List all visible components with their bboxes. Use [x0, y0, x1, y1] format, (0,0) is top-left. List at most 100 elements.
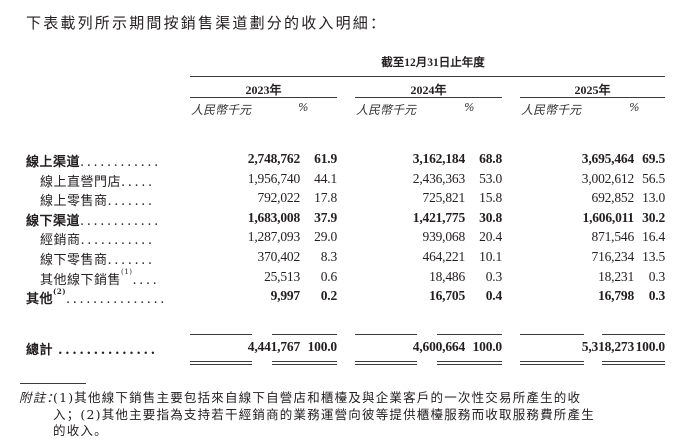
total-label: 總計 .............. [26, 343, 158, 358]
cell-2023-amount: 792,022 [257, 190, 301, 206]
total-row: 總計 .............. 4,441,767 100.0 4,600,… [0, 339, 700, 358]
footnote-ref: (1) [121, 267, 133, 276]
cell-2025-amount: 1,606,011 [582, 209, 635, 225]
leader-dots: ............... [66, 292, 168, 308]
subtotal-rule-3 [355, 334, 417, 335]
table-row: 經銷商........... 1,287,093 29.0 939,068 20.4 87… [0, 229, 700, 248]
subtotal-rule-6 [602, 334, 665, 335]
cell-2025-pct: 13.0 [642, 190, 665, 206]
cell-2024-amount: 2,436,363 [412, 170, 465, 186]
cell-2025-amount: 3,695,464 [581, 151, 634, 166]
row-label: 線上渠道............ [26, 151, 161, 170]
cell-2025-pct: 30.2 [642, 209, 665, 225]
table-row: 線下渠道............ 1,683,008 37.9 1,421,775 30… [0, 210, 700, 229]
double-rule [272, 361, 337, 362]
cell-2023-amount: 370,402 [257, 249, 301, 264]
row-label-text: 其他線下銷售 [40, 272, 122, 288]
cell-2023-pct: 0.2 [320, 288, 337, 304]
period-header: 截至12月31日止年度 [381, 57, 485, 69]
row-label: 線下渠道............ [26, 210, 161, 229]
cell-2024-pct: 68.8 [479, 151, 502, 166]
double-rule [437, 364, 502, 365]
pct-label-2023: % [298, 101, 309, 114]
row-label: 經銷商........... [40, 229, 155, 248]
cell-2023-amount: 1,956,740 [247, 170, 300, 186]
year-header-2025: 2025年 [574, 83, 611, 97]
year-rule-2023 [190, 97, 337, 98]
leader-dots: ............ [80, 155, 161, 170]
pct-label-2025: % [629, 101, 640, 114]
footnote-rule [20, 383, 86, 384]
subtotal-rule-1 [190, 334, 252, 335]
unit-label-2023: 人民幣千元 [191, 103, 252, 117]
year-rule-2024 [355, 97, 502, 98]
cell-2023-pct: 44.1 [314, 170, 337, 186]
footnote-line-3: 的收入。 [53, 423, 108, 438]
year-header-2023: 2023年 [245, 83, 282, 97]
double-rule [272, 364, 337, 365]
row-label-text: 線上渠道 [26, 155, 81, 170]
cell-2024-pct: 30.8 [479, 209, 502, 225]
table-row: 線下零售商....... 370,402 8.3 464,221 10.1 716,234… [0, 249, 700, 268]
cell-2024-pct: 10.1 [479, 249, 502, 264]
pct-label-2024: % [464, 101, 475, 114]
row-label-text: 其他 [26, 292, 54, 308]
leader-dots: ....... [107, 194, 155, 210]
cell-2024-pct: 20.4 [479, 229, 502, 245]
cell-2023-pct: 29.0 [314, 229, 337, 245]
cell-2025-pct: 0.3 [648, 268, 665, 284]
cell-2025-amount: 716,234 [591, 249, 635, 264]
table-row: 其他線下銷售(1).... 25,513 0.6 18,486 0.3 18,231 0.3 [0, 267, 700, 288]
total-2023-amount: 4,441,767 [247, 339, 300, 354]
cell-2024-amount: 18,486 [429, 268, 465, 284]
unit-label-2025: 人民幣千元 [521, 103, 582, 117]
row-label-text: 經銷商 [40, 233, 81, 249]
header-rule [190, 76, 665, 77]
cell-2025-amount: 692,852 [591, 190, 635, 206]
leader-dots: ........... [80, 233, 155, 249]
cell-2024-amount: 3,162,184 [412, 151, 465, 166]
cell-2025-pct: 69.5 [642, 151, 665, 166]
subtotal-rule-2 [272, 334, 337, 335]
total-2023-pct: 100.0 [307, 339, 338, 354]
cell-2025-pct: 16.4 [642, 229, 665, 245]
subtotal-rule-4 [437, 334, 502, 335]
cell-2025-amount: 3,002,612 [581, 170, 634, 186]
row-label-text: 線下零售商 [40, 253, 108, 268]
cell-2023-amount: 2,748,762 [247, 151, 300, 166]
row-label: 線上零售商....... [40, 190, 155, 209]
unit-label-2024: 人民幣千元 [356, 103, 417, 117]
cell-2024-amount: 16,705 [429, 288, 465, 304]
cell-2025-amount: 16,798 [598, 288, 634, 304]
footnote-line-2: 入；(2)其他主要指為支持若干經銷商的業務運營向彼等提供櫃檯服務而收取服務費所產… [53, 407, 595, 422]
cell-2023-pct: 37.9 [314, 209, 337, 225]
double-rule [602, 361, 665, 362]
double-rule [437, 361, 502, 362]
double-rule [190, 364, 252, 365]
double-rule [355, 364, 417, 365]
double-rule [355, 361, 417, 362]
footnote-ref: (2) [53, 287, 67, 297]
leader-dots: .... [132, 272, 160, 288]
row-label-text: 線上零售商 [40, 194, 108, 210]
double-rule [520, 361, 584, 362]
cell-2024-amount: 464,221 [422, 249, 466, 264]
footnote-line-1: (1)其他線下銷售主要包括來自線下自營店和櫃檯及與企業客戶的一次性交易所產生的收 [53, 390, 582, 405]
row-label-text: 線上直營門店 [40, 174, 122, 190]
cell-2023-amount: 1,683,008 [247, 209, 300, 225]
double-rule [602, 364, 665, 365]
row-label: 線下零售商....... [40, 249, 155, 268]
total-2024-amount: 4,600,664 [412, 339, 465, 354]
leader-dots: ..... [121, 174, 155, 190]
table-row: 線上直營門店..... 1,956,740 44.1 2,436,363 53.0 3,0… [0, 171, 700, 190]
row-label: 其他(2)............... [26, 287, 168, 308]
cell-2023-pct: 0.6 [320, 268, 337, 284]
cell-2023-amount: 9,997 [270, 288, 301, 304]
year-rule-2025 [520, 97, 665, 98]
row-label-text: 線下渠道 [26, 213, 81, 229]
cell-2023-pct: 8.3 [320, 249, 337, 264]
cell-2024-amount: 1,421,775 [412, 209, 465, 225]
double-rule [520, 364, 584, 365]
cell-2025-pct: 56.5 [642, 170, 665, 186]
cell-2024-pct: 53.0 [479, 170, 502, 186]
